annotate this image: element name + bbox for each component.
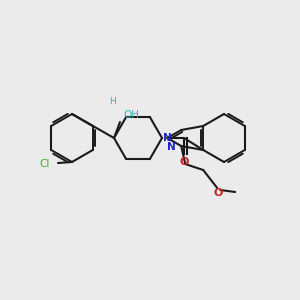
Text: O: O (214, 188, 223, 198)
Text: OH: OH (123, 110, 139, 120)
Text: Cl: Cl (40, 159, 50, 169)
Text: N: N (167, 142, 176, 152)
Text: O: O (179, 157, 189, 167)
Text: H: H (110, 98, 116, 106)
Text: N: N (163, 133, 172, 143)
